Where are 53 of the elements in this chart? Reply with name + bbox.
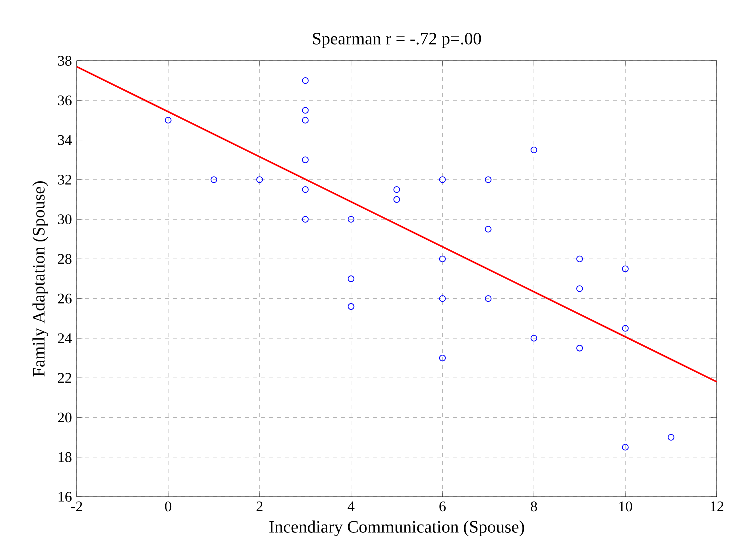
point [348, 276, 355, 282]
x-tick-label: 12 [710, 502, 724, 512]
point [485, 226, 492, 233]
point [668, 434, 675, 441]
point [302, 117, 309, 124]
point [302, 186, 309, 194]
point [302, 156, 309, 164]
y-tick-label: 22 [58, 373, 72, 383]
y-tick-label: 30 [58, 214, 72, 224]
y-tick-label: 16 [58, 492, 72, 502]
x-tick-label: 8 [531, 502, 538, 512]
y-tick-label: 24 [58, 334, 72, 344]
y-tick-label: 38 [58, 56, 72, 66]
point [348, 303, 355, 310]
y-tick-label: 36 [58, 96, 72, 106]
point [439, 295, 446, 302]
point [576, 286, 584, 292]
x-tick-label: -2 [71, 502, 82, 512]
y-tick-label: 32 [58, 174, 72, 185]
chart-title: Spearman r = -.72 p=.00 [313, 33, 482, 48]
point [165, 117, 172, 124]
point [302, 77, 309, 84]
point [485, 295, 492, 302]
point [622, 444, 629, 451]
point [348, 216, 355, 223]
x-tick-label: 2 [256, 502, 263, 512]
point [256, 176, 264, 184]
y-tick-label: 20 [58, 412, 72, 423]
x-tick-label: 0 [165, 502, 172, 512]
point [485, 176, 492, 184]
point [302, 107, 309, 114]
x-axis-title: Incendiary Communication (Spouse) [270, 520, 524, 537]
point [302, 216, 309, 223]
point [394, 196, 400, 204]
x-tick-label: 4 [348, 502, 355, 512]
point [530, 146, 538, 154]
point [530, 335, 538, 342]
point [394, 186, 400, 194]
x-tick-label: 10 [620, 502, 632, 512]
point [576, 256, 584, 263]
y-tick-label: 34 [58, 135, 72, 146]
point [210, 176, 218, 184]
y-tick-label: 28 [58, 254, 72, 264]
point [439, 176, 446, 184]
point [439, 354, 446, 362]
point [439, 256, 446, 263]
point [622, 266, 629, 272]
x-tick-label: 6 [440, 502, 446, 512]
y-tick-label: 18 [58, 452, 72, 462]
point [622, 325, 629, 332]
point [576, 345, 584, 352]
y-tick-label: 26 [58, 294, 72, 304]
y-axis-title: Family Adaptation (Spouse) [32, 182, 48, 377]
